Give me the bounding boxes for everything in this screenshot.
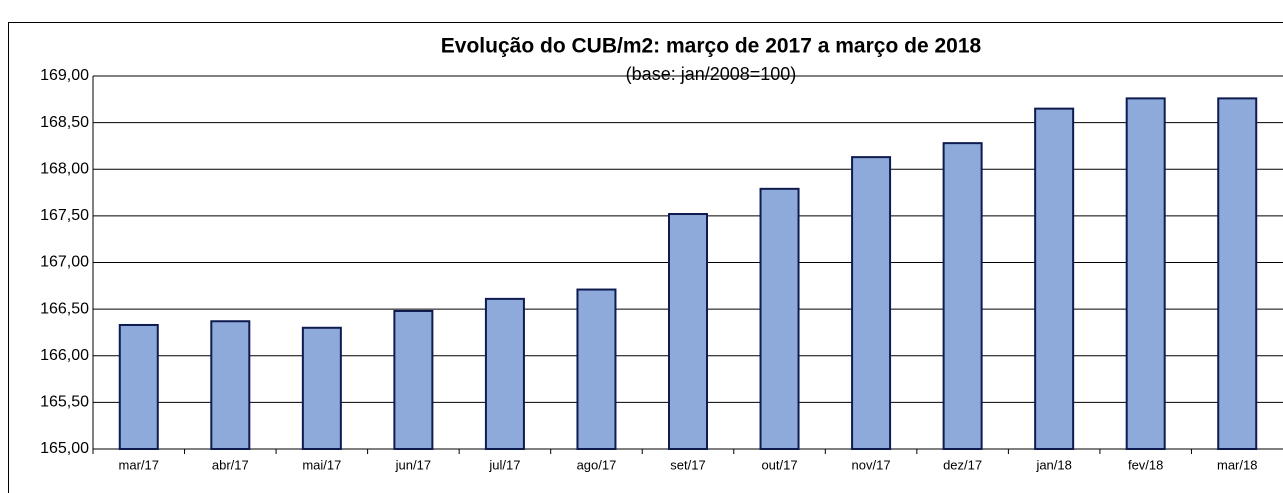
y-tick-label: 169,00 (40, 67, 89, 84)
y-tick-label: 167,00 (40, 254, 89, 271)
x-tick-label: fev/18 (1128, 457, 1163, 472)
x-tick-label: jun/17 (395, 457, 431, 472)
bar (759, 187, 800, 451)
bar (1034, 107, 1075, 450)
x-tick-label: mar/18 (1217, 457, 1257, 472)
chart-subtitle: (base: jan/2008=100) (626, 64, 797, 84)
bar (1217, 97, 1258, 450)
bar (393, 309, 434, 450)
y-tick-label: 168,00 (40, 160, 89, 177)
y-tick-label: 167,50 (40, 207, 89, 224)
x-tick-label: set/17 (670, 457, 705, 472)
x-tick-label: mai/17 (302, 457, 341, 472)
bar (851, 156, 892, 450)
y-tick-label: 168,50 (40, 114, 89, 131)
x-tick-label: jan/18 (1035, 457, 1071, 472)
y-tick-label: 166,00 (40, 347, 89, 364)
bar (210, 320, 251, 450)
chart-title: Evolução do CUB/m2: março de 2017 a març… (441, 35, 982, 58)
x-tick-label: jul/17 (488, 457, 520, 472)
x-tick-label: abr/17 (212, 457, 249, 472)
y-tick-label: 165,00 (40, 440, 89, 457)
bar (668, 213, 708, 450)
bar (576, 288, 617, 451)
x-tick-label: dez/17 (943, 457, 982, 472)
x-tick-label: out/17 (761, 457, 797, 472)
y-tick-label: 165,50 (40, 394, 89, 411)
x-tick-label: ago/17 (577, 457, 617, 472)
x-tick-label: nov/17 (852, 457, 891, 472)
bar (1125, 97, 1166, 450)
bar (484, 297, 525, 450)
bar (118, 323, 159, 451)
y-tick-label: 166,50 (40, 300, 89, 317)
chart-frame (8, 22, 1283, 493)
bar (942, 142, 983, 450)
bar (301, 326, 342, 450)
x-tick-label: mar/17 (119, 457, 159, 472)
